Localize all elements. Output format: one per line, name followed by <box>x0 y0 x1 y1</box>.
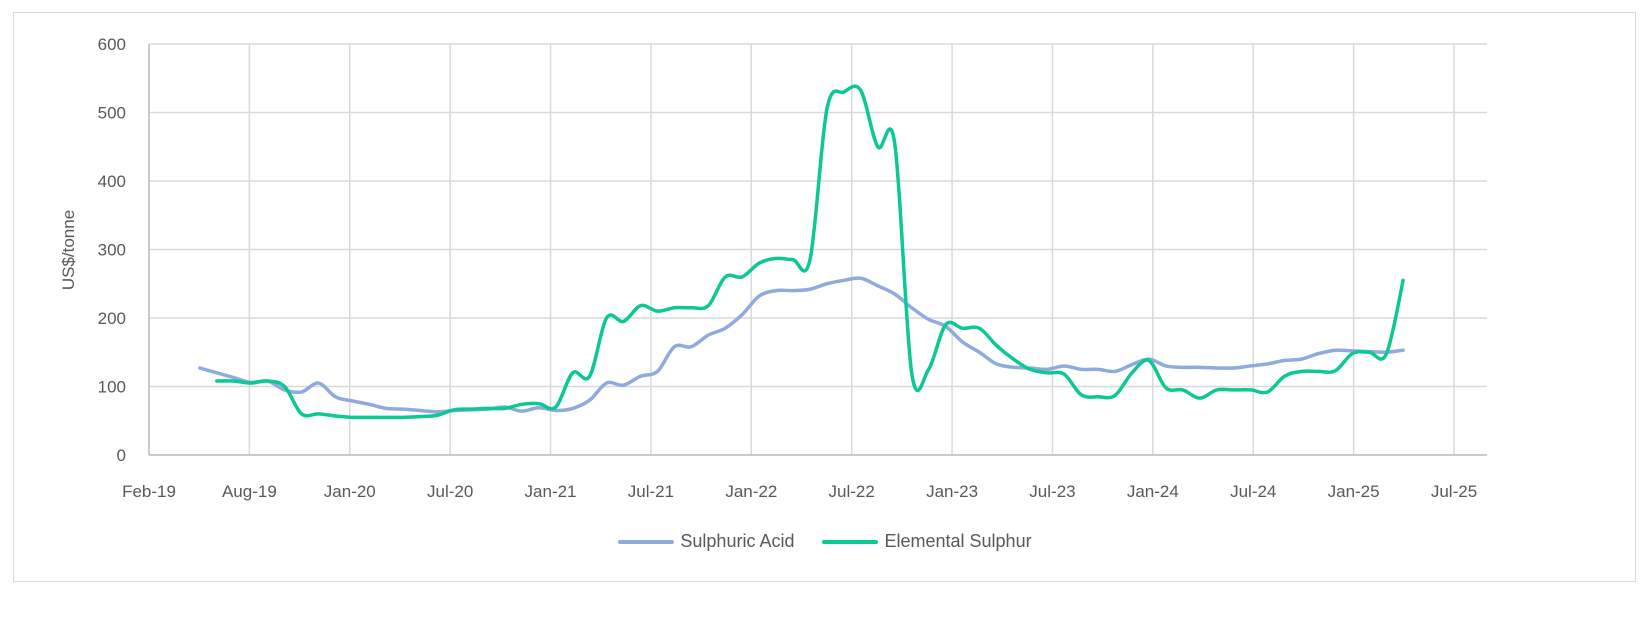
legend-item-sulphuric-acid: Sulphuric Acid <box>618 531 794 552</box>
y-tick-label: 0 <box>117 446 126 465</box>
chart-frame <box>13 12 1636 582</box>
y-axis-label: US$/tonne <box>59 210 78 290</box>
x-tick-label: Jan-22 <box>725 482 777 501</box>
x-axis-ticks: Feb-19 Aug-19 Jan-20 Jul-20 Jan-21 Jul-21 Jan-… <box>122 482 1477 501</box>
x-tick-label: Jul-25 <box>1431 482 1477 501</box>
y-tick-label: 100 <box>98 378 126 397</box>
x-tick-label: Jul-20 <box>427 482 473 501</box>
x-tick-label: Jan-20 <box>324 482 376 501</box>
legend: Sulphuric Acid Elemental Sulphur <box>0 531 1650 552</box>
x-tick-label: Jul-21 <box>628 482 674 501</box>
legend-label: Sulphuric Acid <box>680 531 795 551</box>
x-tick-label: Jul-22 <box>829 482 875 501</box>
legend-item-elemental-sulphur: Elemental Sulphur <box>822 531 1032 552</box>
legend-label: Elemental Sulphur <box>884 531 1032 551</box>
series-lines <box>198 84 1405 420</box>
series-sulphuric-acid <box>198 276 1405 414</box>
series-elemental-sulphur <box>215 84 1405 420</box>
x-tick-label: Feb-19 <box>122 482 176 501</box>
series-line <box>198 276 1405 414</box>
x-tick-label: Aug-19 <box>222 482 277 501</box>
x-tick-label: Jul-23 <box>1029 482 1075 501</box>
y-tick-label: 600 <box>98 35 126 54</box>
legend-swatch <box>822 539 879 544</box>
y-tick-label: 400 <box>98 172 126 191</box>
x-tick-label: Jan-24 <box>1127 482 1179 501</box>
series-line <box>215 84 1405 420</box>
y-tick-label: 200 <box>98 309 126 328</box>
x-tick-label: Jan-23 <box>926 482 978 501</box>
y-axis-ticks: 0 100 200 300 400 500 600 <box>98 35 126 465</box>
y-tick-label: 300 <box>98 241 126 260</box>
x-tick-label: Jan-25 <box>1328 482 1380 501</box>
x-tick-label: Jul-24 <box>1230 482 1276 501</box>
gridlines <box>148 43 1487 456</box>
y-tick-label: 500 <box>98 104 126 123</box>
legend-swatch <box>618 539 675 544</box>
x-tick-label: Jan-21 <box>525 482 577 501</box>
